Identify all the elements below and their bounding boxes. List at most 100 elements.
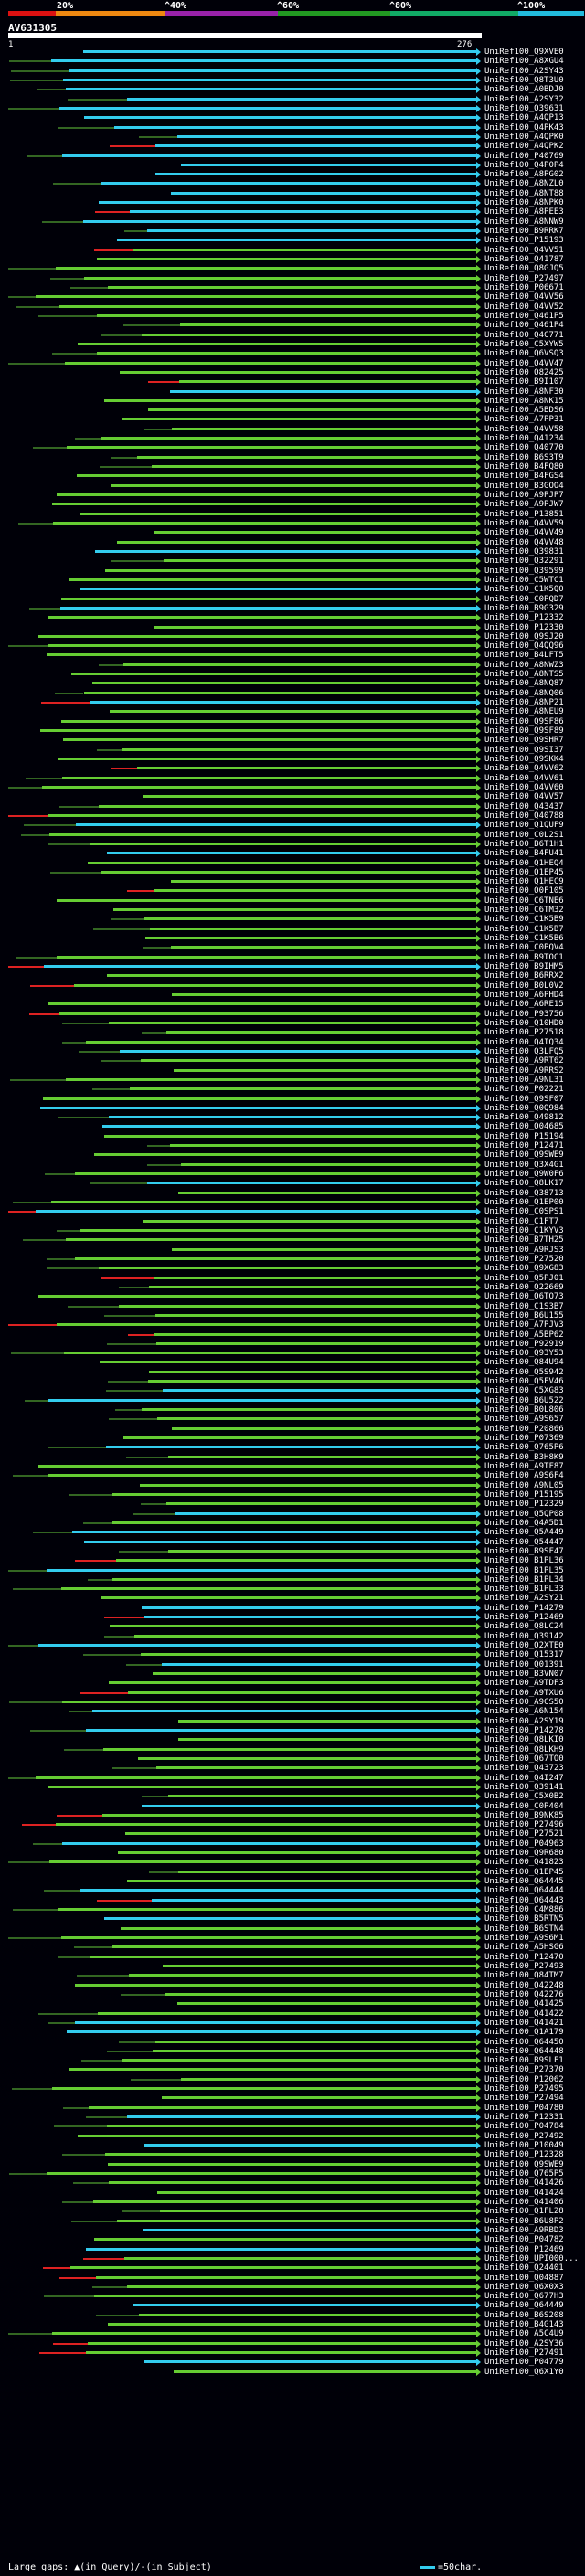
hit-label[interactable]: UniRef100_Q40770 [484,443,564,453]
hit-label[interactable]: UniRef100_A9NL31 [484,1075,564,1085]
hit-row[interactable]: UniRef100_A8NP21 [0,698,585,707]
hit-row[interactable]: UniRef100_Q8LC24 [0,1622,585,1631]
hit-row[interactable]: UniRef100_Q0Q984 [0,1104,585,1113]
hit-label[interactable]: UniRef100_C4M886 [484,1905,564,1915]
hit-row[interactable]: UniRef100_A4QPK0 [0,133,585,142]
hit-label[interactable]: UniRef100_C1K5B6 [484,934,564,944]
hit-label[interactable]: UniRef100_Q9SF07 [484,1094,564,1104]
hit-label[interactable]: UniRef100_Q64448 [484,2046,564,2056]
hit-row[interactable]: UniRef100_Q9R680 [0,1849,585,1858]
hit-label[interactable]: UniRef100_A8NP21 [484,698,564,708]
hit-label[interactable]: UniRef100_Q15317 [484,1650,564,1660]
hit-row[interactable]: UniRef100_P12471 [0,1141,585,1150]
hit-row[interactable]: UniRef100_B1PL36 [0,1556,585,1565]
hit-label[interactable]: UniRef100_P27497 [484,273,564,283]
hit-row[interactable]: UniRef100_Q1EP45 [0,1868,585,1877]
hit-row[interactable]: UniRef100_Q41424 [0,2189,585,2198]
hit-label[interactable]: UniRef100_Q41234 [484,434,564,444]
hit-label[interactable]: UniRef100_Q4VV62 [484,764,564,774]
hit-label[interactable]: UniRef100_A6PHD4 [484,991,564,1000]
hit-row[interactable]: UniRef100_Q4PK43 [0,123,585,133]
hit-label[interactable]: UniRef100_Q6X1Y0 [484,2367,564,2377]
hit-row[interactable]: UniRef100_Q6X1Y0 [0,2368,585,2377]
hit-label[interactable]: UniRef100_B1PL36 [484,1556,564,1566]
hit-row[interactable]: UniRef100_Q38713 [0,1189,585,1198]
hit-label[interactable]: UniRef100_P12330 [484,622,564,632]
hit-row[interactable]: UniRef100_A9NL31 [0,1076,585,1085]
hit-label[interactable]: UniRef100_P04779 [484,2358,564,2368]
hit-row[interactable]: UniRef100_A2SY43 [0,67,585,76]
hit-label[interactable]: UniRef100_A5BP62 [484,1330,564,1340]
hit-label[interactable]: UniRef100_Q4VV58 [484,424,564,434]
hit-label[interactable]: UniRef100_B9TOC1 [484,952,564,962]
hit-row[interactable]: UniRef100_P27521 [0,1829,585,1839]
hit-row[interactable]: UniRef100_Q3LFQ5 [0,1047,585,1056]
hit-label[interactable]: UniRef100_Q677H3 [484,2292,564,2302]
hit-row[interactable]: UniRef100_Q67TO0 [0,1754,585,1764]
hit-row[interactable]: UniRef100_B5RTN5 [0,1914,585,1924]
hit-row[interactable]: UniRef100_B9SLF1 [0,2056,585,2065]
hit-label[interactable]: UniRef100_P27521 [484,1829,564,1839]
hit-label[interactable]: UniRef100_Q5PJ01 [484,1273,564,1283]
hit-label[interactable]: UniRef100_B9G329 [484,603,564,613]
hit-label[interactable]: UniRef100_Q5QP08 [484,1509,564,1519]
hit-row[interactable]: UniRef100_C5XYW5 [0,340,585,349]
hit-label[interactable]: UniRef100_Q8LK17 [484,1179,564,1189]
hit-row[interactable]: UniRef100_C0PQV4 [0,943,585,952]
hit-label[interactable]: UniRef100_P12470 [484,1952,564,1962]
hit-label[interactable]: UniRef100_P07369 [484,1434,564,1444]
hit-row[interactable]: UniRef100_P12469 [0,2245,585,2254]
hit-label[interactable]: UniRef100_Q4VV51 [484,245,564,255]
hit-row[interactable]: UniRef100_Q5A449 [0,1528,585,1537]
hit-row[interactable]: UniRef100_Q64448 [0,2047,585,2056]
hit-label[interactable]: UniRef100_P27520 [484,1254,564,1264]
hit-row[interactable]: UniRef100_P04782 [0,2235,585,2244]
hit-row[interactable]: UniRef100_Q42248 [0,1981,585,1990]
hit-label[interactable]: UniRef100_Q8GJQ5 [484,264,564,274]
hit-label[interactable]: UniRef100_Q461P5 [484,311,564,321]
hit-row[interactable]: UniRef100_A9TDF3 [0,1679,585,1688]
hit-label[interactable]: UniRef100_Q84U94 [484,1358,564,1368]
hit-label[interactable]: UniRef100_A9S6F4 [484,1471,564,1481]
hit-row[interactable]: UniRef100_A9PJP7 [0,491,585,500]
hit-label[interactable]: UniRef100_A2SY36 [484,2338,564,2348]
hit-label[interactable]: UniRef100_A5HSG6 [484,1943,564,1953]
hit-row[interactable]: UniRef100_P04780 [0,2104,585,2113]
hit-row[interactable]: UniRef100_C1K5B7 [0,925,585,934]
hit-row[interactable]: UniRef100_P12328 [0,2150,585,2159]
hit-row[interactable]: UniRef100_Q4C771 [0,331,585,340]
hit-row[interactable]: UniRef100_Q39599 [0,567,585,576]
hit-row[interactable]: UniRef100_P15194 [0,1132,585,1141]
hit-row[interactable]: UniRef100_Q9SHR7 [0,736,585,745]
hit-row[interactable]: UniRef100_B6U155 [0,1311,585,1320]
hit-row[interactable]: UniRef100_P12062 [0,2075,585,2084]
hit-label[interactable]: UniRef100_Q8LKH9 [484,1744,564,1754]
hit-label[interactable]: UniRef100_Q9SF86 [484,716,564,726]
hit-label[interactable]: UniRef100_B3GOO4 [484,481,564,491]
hit-row[interactable]: UniRef100_Q6VSQ3 [0,349,585,358]
hit-label[interactable]: UniRef100_Q1A179 [484,2028,564,2038]
hit-row[interactable]: UniRef100_C4M886 [0,1905,585,1914]
hit-row[interactable]: UniRef100_P02221 [0,1085,585,1094]
hit-label[interactable]: UniRef100_B6U8P2 [484,2216,564,2226]
hit-label[interactable]: UniRef100_C1KYV3 [484,1226,564,1235]
hit-row[interactable]: UniRef100_Q9SJ20 [0,632,585,641]
hit-label[interactable]: UniRef100_A8NF30 [484,387,564,397]
hit-row[interactable]: UniRef100_C1KYV3 [0,1226,585,1235]
hit-row[interactable]: UniRef100_Q2XTE0 [0,1641,585,1650]
hit-row[interactable]: UniRef100_P27520 [0,1255,585,1264]
hit-label[interactable]: UniRef100_A2SY43 [484,66,564,76]
hit-row[interactable]: UniRef100_A4QPK2 [0,142,585,151]
hit-row[interactable]: UniRef100_C1K5Q0 [0,585,585,594]
hit-label[interactable]: UniRef100_P12328 [484,2150,564,2160]
hit-label[interactable]: UniRef100_Q32291 [484,557,564,567]
hit-row[interactable]: UniRef100_Q9SKK4 [0,755,585,764]
hit-row[interactable]: UniRef100_Q1EP00 [0,1198,585,1207]
hit-label[interactable]: UniRef100_B9SLF1 [484,2056,564,2066]
hit-row[interactable]: UniRef100_Q54447 [0,1538,585,1547]
hit-row[interactable]: UniRef100_B1PL33 [0,1585,585,1594]
hit-row[interactable]: UniRef100_Q4VV49 [0,528,585,537]
hit-label[interactable]: UniRef100_B1PL35 [484,1565,564,1575]
hit-row[interactable]: UniRef100_B6U522 [0,1396,585,1405]
hit-label[interactable]: UniRef100_Q8T3U0 [484,75,564,85]
